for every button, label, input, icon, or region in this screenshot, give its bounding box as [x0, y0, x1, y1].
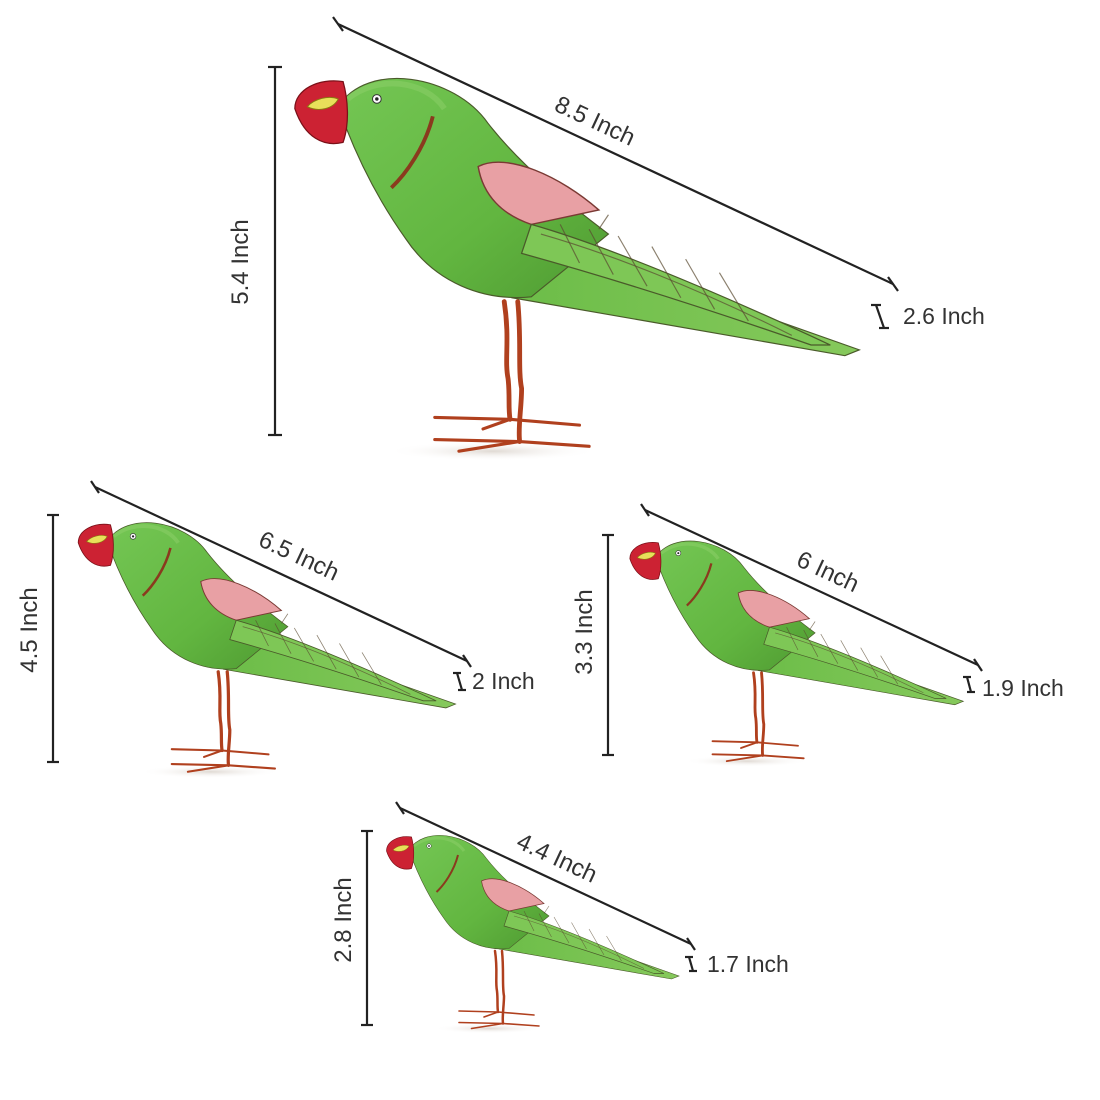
parrot-figure-medium: [76, 520, 458, 781]
length-dimension-small: [395, 801, 696, 951]
height-dimension-medium-small: [602, 533, 614, 757]
height-label-medium-small: 3.3 Inch: [571, 589, 598, 674]
length-label-small: 4.4 Inch: [512, 828, 601, 889]
width-dimension-large: [871, 303, 889, 330]
height-dimension-small: [361, 829, 373, 1027]
width-label-medium-small: 1.9 Inch: [982, 675, 1064, 701]
height-label-small: 2.8 Inch: [330, 877, 357, 962]
length-label-medium-small: 6 Inch: [792, 546, 863, 598]
length-label-medium: 6.5 Inch: [254, 526, 343, 587]
width-label-large: 2.6 Inch: [903, 303, 985, 329]
width-label-small: 1.7 Inch: [707, 951, 789, 977]
parrot-figure-medium-small: [628, 539, 966, 769]
parrot-figure-small: [385, 833, 681, 1035]
length-dimension-medium: [90, 480, 472, 668]
width-label-medium: 2 Inch: [472, 668, 535, 694]
width-dimension-small: [685, 955, 697, 973]
length-dimension-large: [332, 16, 899, 292]
width-dimension-medium: [453, 671, 466, 692]
height-label-medium: 4.5 Inch: [16, 587, 43, 672]
length-label-large: 8.5 Inch: [550, 91, 639, 152]
height-dimension-medium: [47, 513, 59, 764]
length-dimension-medium-small: [640, 503, 983, 672]
height-dimension-large: [268, 65, 282, 437]
width-dimension-medium-small: [963, 675, 975, 694]
height-label-large: 5.4 Inch: [227, 219, 254, 304]
